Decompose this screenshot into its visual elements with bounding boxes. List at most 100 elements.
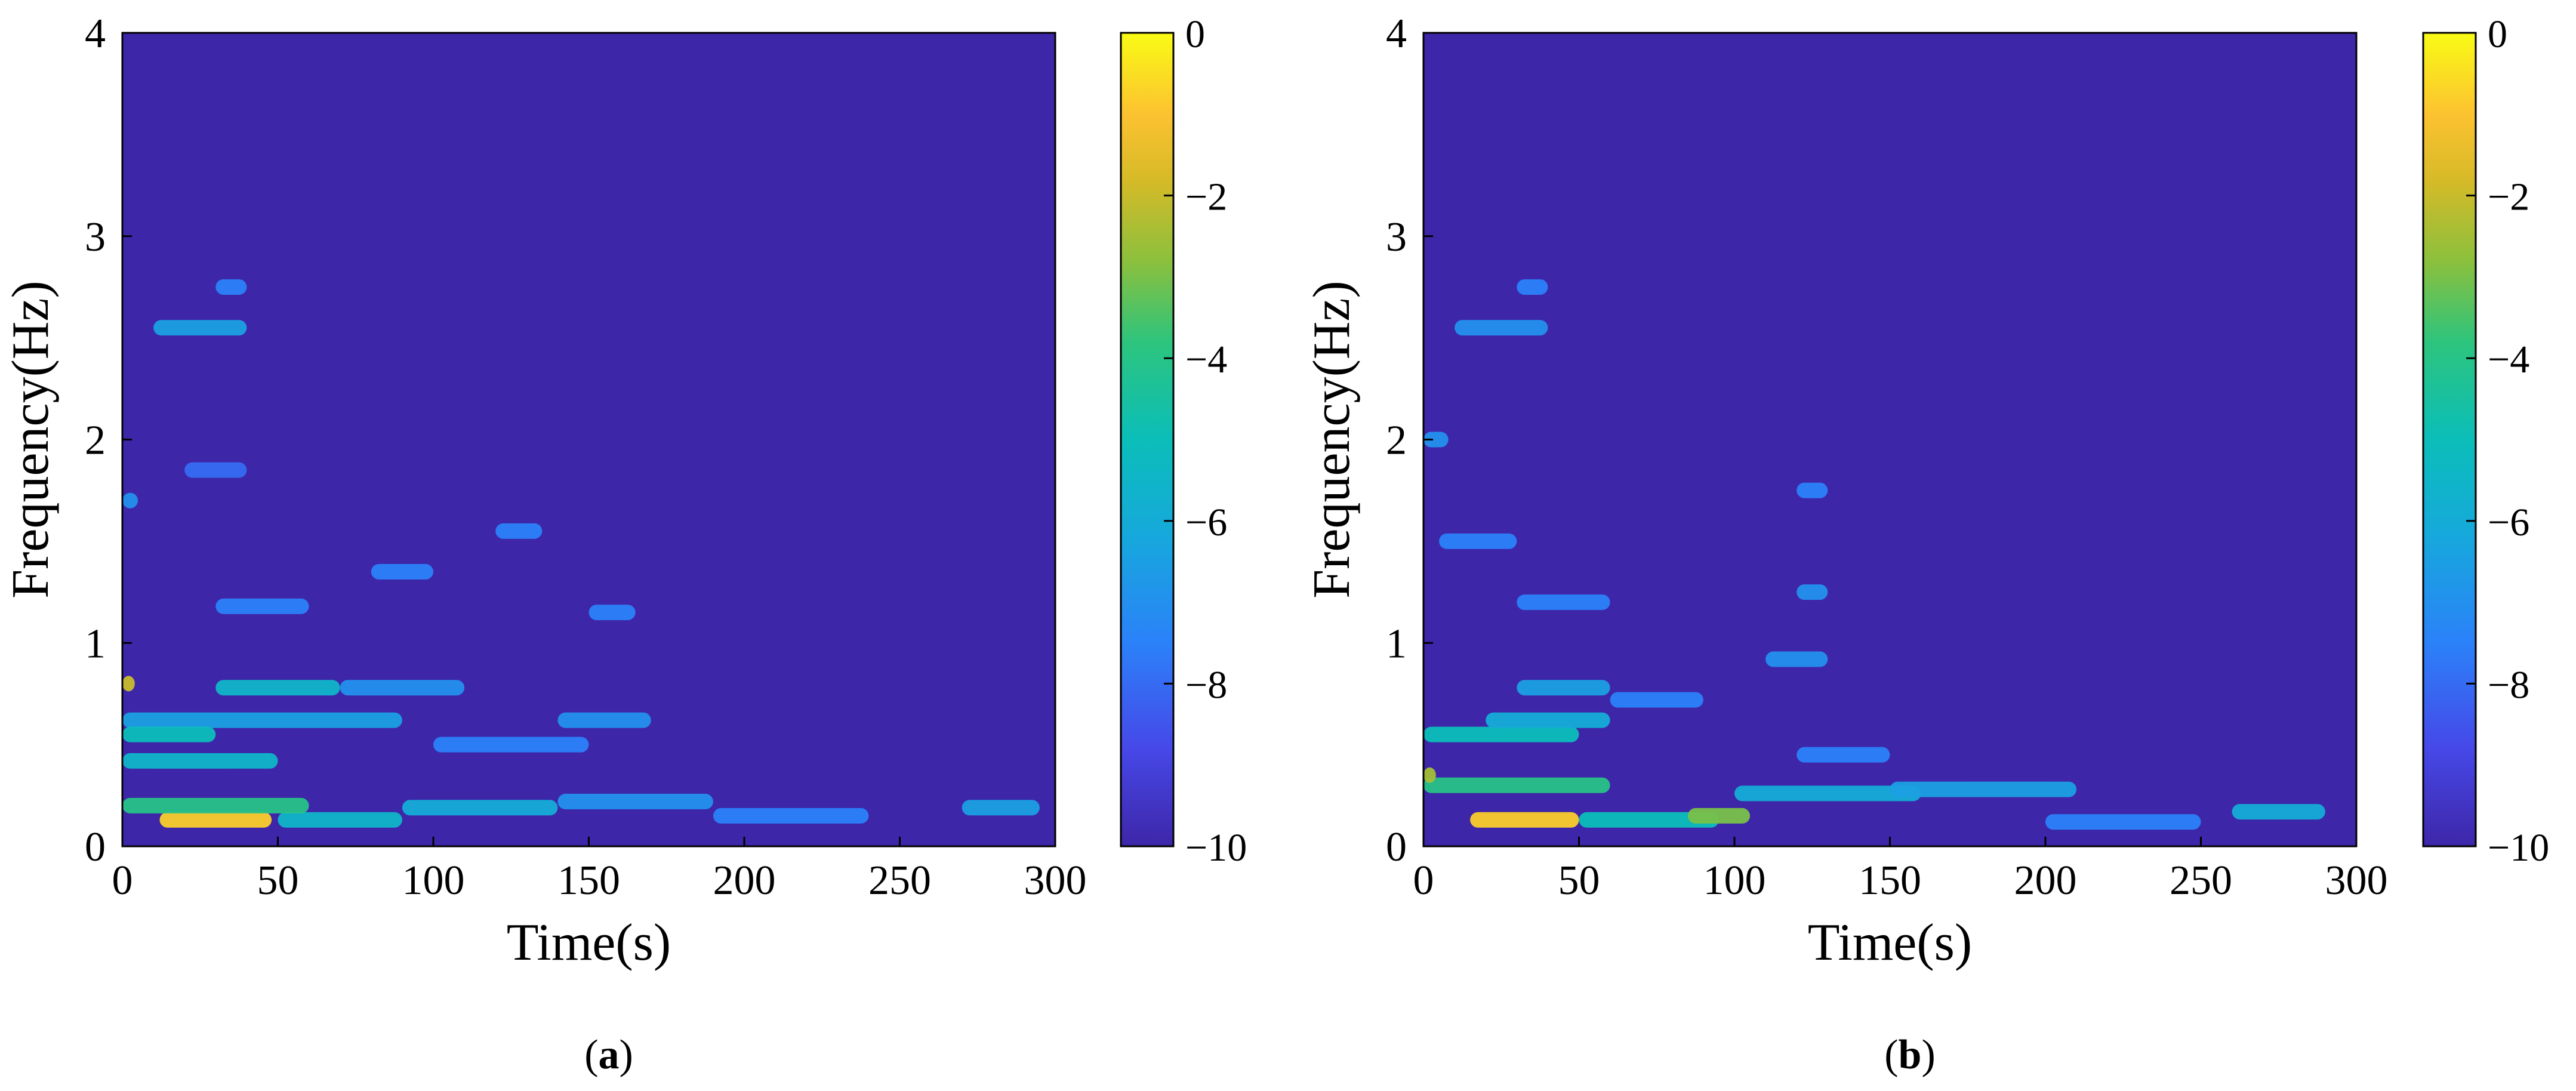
panel-a-spectral-feature (588, 605, 636, 621)
panel-b-spectral-feature (1579, 812, 1719, 828)
panel-b-plot-background (1423, 33, 2356, 846)
panel-b-spectral-feature (1765, 651, 1828, 667)
panel-b-y-tick-label: 3 (1386, 214, 1407, 260)
panel-a-caption: (a) (584, 1032, 633, 1078)
panel-b-y-axis-label: Frequency(Hz) (1303, 281, 1361, 599)
panel-a-spectral-feature (122, 797, 309, 813)
panel-b-spectral-feature (1517, 680, 1610, 696)
panel-b-colorbar-tick-label: −8 (2488, 663, 2529, 707)
panel-b-x-tick-label: 0 (1413, 858, 1434, 904)
panel-a-features (122, 279, 1040, 828)
panel-b-caption-open: ( (1884, 1032, 1898, 1078)
panel-a-spectral-feature (340, 680, 465, 696)
panel-b-spectral-feature (1797, 747, 1890, 763)
panel-b-spectral-feature (1455, 320, 1548, 336)
panel-b-y-tick-label: 1 (1386, 621, 1407, 667)
panel-b-y-tick-label: 4 (1386, 11, 1407, 57)
panel-b-spectral-feature (1423, 777, 1610, 793)
panel-a-caption-open: ( (584, 1032, 598, 1078)
panel-a-x-axis-label: Time(s) (507, 914, 671, 972)
panel-b-x-tick-label: 200 (2014, 858, 2077, 904)
panel-b-y-tick-label: 2 (1386, 418, 1407, 464)
panel-a-x-tick-label: 250 (868, 858, 931, 904)
panel-a-x-tick-label: 200 (713, 858, 776, 904)
panel-b-spectral-feature (1486, 712, 1610, 728)
panel-b-caption: (b) (1884, 1032, 1936, 1078)
panel-a-spectral-feature (433, 736, 589, 753)
panel-a-spectral-feature (402, 800, 558, 816)
panel-b-x-axis-label: Time(s) (1808, 914, 1972, 972)
panel-b-spectral-feature (1423, 432, 1449, 448)
panel-b-features (1423, 279, 2325, 830)
panel-a-caption-letter: a (599, 1032, 620, 1078)
panel-a-y-tick-label: 1 (85, 621, 106, 667)
panel-a-spectral-feature (153, 320, 247, 336)
panel-b-spectral-feature (1470, 812, 1579, 828)
panel-a-spectral-feature (122, 676, 135, 692)
panel-a-spectral-feature (557, 712, 651, 728)
panel-b-caption-letter: b (1899, 1032, 1922, 1078)
panel-b-colorbar-tick-label: −6 (2488, 501, 2529, 544)
panel-a-spectral-feature (184, 462, 247, 478)
panel-a-y-axis-label: Frequency(Hz) (2, 281, 60, 599)
panel-b-x-tick-label: 100 (1703, 858, 1766, 904)
panel-a-spectral-feature (962, 800, 1040, 816)
panel-a-spectral-feature (122, 753, 278, 769)
panel-a-spectral-feature (122, 712, 402, 728)
panel-b-spectral-feature (1797, 482, 1828, 498)
panel-a-colorbar-tick-label: 0 (1185, 13, 1205, 56)
panel-a-colorbar (1120, 32, 1175, 847)
panel-b-colorbar-tick-label: −4 (2488, 338, 2529, 381)
panel-a-y-tick-label: 0 (85, 824, 106, 870)
panel-b-spectral-feature (1687, 808, 1751, 824)
panel-a-colorbar-tick-label: −6 (1185, 501, 1227, 544)
panel-b-spectral-feature (2045, 814, 2201, 830)
panel-a-spectral-feature (495, 523, 543, 539)
panel-a-x-tick-label: 0 (112, 858, 133, 904)
panel-b-colorbar-tick-label: −2 (2488, 175, 2529, 219)
panel-b-spectral-feature (1890, 781, 2077, 797)
panel-b-x-tick-label: 50 (1558, 858, 1600, 904)
panel-a-x-tick-label: 100 (402, 858, 465, 904)
panel-a-x-tick-label: 50 (257, 858, 299, 904)
panel-b: 0 50 100 150 200 250 300 0 1 2 3 4 Time(s) Frequency(… (1303, 11, 2549, 972)
panel-b-caption-close: ) (1921, 1032, 1935, 1078)
panel-a-colorbar-tick-label: −2 (1185, 175, 1227, 219)
panel-b-spectral-feature (1797, 584, 1828, 600)
panel-a-caption-close: ) (620, 1032, 633, 1078)
panel-b-x-tick-label: 250 (2170, 858, 2232, 904)
panel-a-y-tick-label: 4 (85, 11, 106, 57)
panel-a-spectral-feature (713, 808, 869, 824)
panel-a-spectral-feature (557, 794, 713, 810)
panel-a-y-tick-label: 3 (85, 214, 106, 260)
panel-a-y-tick-label: 2 (85, 418, 106, 464)
panel-b-spectral-feature (1423, 726, 1579, 742)
panel-a-spectral-feature (215, 279, 247, 295)
panel-b-x-tick-label: 300 (2325, 858, 2388, 904)
panel-b-spectral-feature (1423, 767, 1436, 783)
panel-a-x-tick-label: 300 (1024, 858, 1087, 904)
panel-b-spectral-feature (1734, 785, 1921, 802)
panel-a-spectral-feature (122, 492, 138, 508)
panel-b-colorbar (2422, 32, 2477, 847)
panel-a-spectral-feature (278, 812, 402, 828)
panel-a-plot-background (122, 33, 1055, 846)
panel-b-spectral-feature (1439, 533, 1517, 549)
panel-b-spectral-feature (2232, 804, 2325, 820)
panel-b-colorbar-tick-label: −10 (2488, 826, 2549, 870)
panel-a: 0 50 100 150 200 250 300 0 1 2 3 4 Time(s) Frequency(… (2, 11, 1247, 972)
panel-b-colorbar-tick-label: 0 (2488, 13, 2507, 56)
panel-a-x-tick-label: 150 (557, 858, 620, 904)
panel-a-spectral-feature (371, 563, 433, 580)
panel-b-spectral-feature (1517, 279, 1548, 295)
panel-a-colorbar-tick-label: −10 (1185, 826, 1247, 870)
panel-a-spectral-feature (215, 680, 340, 696)
panel-b-y-tick-label: 0 (1386, 824, 1407, 870)
panel-b-spectral-feature (1517, 594, 1610, 611)
panel-a-spectral-feature (215, 598, 309, 614)
panel-a-spectral-feature (159, 812, 272, 828)
panel-a-colorbar-tick-label: −8 (1185, 663, 1227, 707)
panel-a-spectral-feature (122, 726, 216, 742)
panel-b-spectral-feature (1610, 692, 1703, 708)
